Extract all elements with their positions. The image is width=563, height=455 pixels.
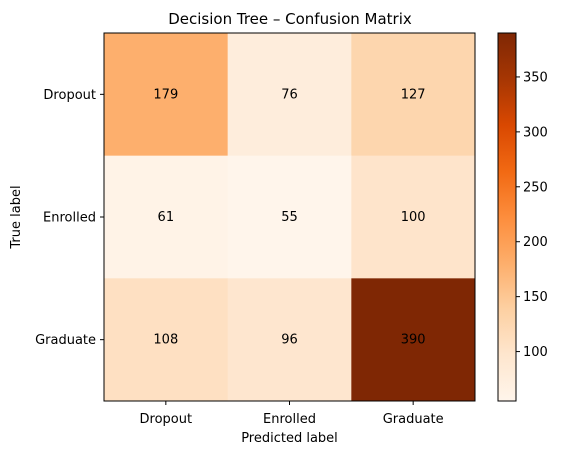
heatmap-cell (227, 278, 352, 402)
chart-title: Decision Tree – Confusion Matrix (168, 10, 412, 28)
heatmap-cell (104, 33, 229, 157)
heatmap-cell (351, 278, 476, 402)
cell-value-label: 55 (281, 210, 298, 225)
cell-value-label: 390 (401, 333, 426, 348)
y-tick-label: Enrolled (43, 211, 96, 226)
axis-ticks: Dropout Enrolled Graduate Dropout Enrolled Gr… (35, 88, 444, 427)
cell-value-label: 179 (153, 87, 178, 102)
cell-value-label: 96 (281, 333, 298, 348)
colorbar-tick-label: 200 (523, 235, 548, 250)
y-axis-label: True label (9, 185, 24, 249)
y-tick-label: Graduate (35, 333, 96, 348)
x-axis-label: Predicted label (241, 431, 338, 446)
colorbar-tick-label: 350 (523, 70, 548, 85)
heatmap-cell (351, 33, 476, 157)
x-tick-label: Dropout (140, 412, 193, 427)
heatmap-cell (104, 155, 229, 279)
heatmap-cell (227, 33, 352, 157)
colorbar-tick-label: 300 (523, 125, 548, 140)
cell-value-label: 127 (401, 87, 426, 102)
heatmap-cell (104, 278, 229, 402)
colorbar-tick-label: 250 (523, 180, 548, 195)
y-tick-label: Dropout (43, 88, 96, 103)
cell-value-label: 100 (401, 210, 426, 225)
colorbar-tick-label: 150 (523, 290, 548, 305)
cell-value-label: 108 (153, 333, 178, 348)
colorbar-tick-label: 100 (523, 345, 548, 360)
heatmap-cell (227, 155, 352, 279)
cell-value-label: 76 (281, 87, 298, 102)
colorbar (497, 32, 517, 402)
cell-value-label: 61 (158, 210, 175, 225)
heatmap-cells: 179 76 127 61 55 100 108 96 390 (104, 33, 476, 402)
heatmap-cell (351, 155, 476, 279)
colorbar-ticks: 100 150 200 250 300 350 (516, 70, 548, 360)
x-tick-label: Enrolled (263, 412, 316, 427)
x-tick-label: Graduate (383, 412, 444, 427)
